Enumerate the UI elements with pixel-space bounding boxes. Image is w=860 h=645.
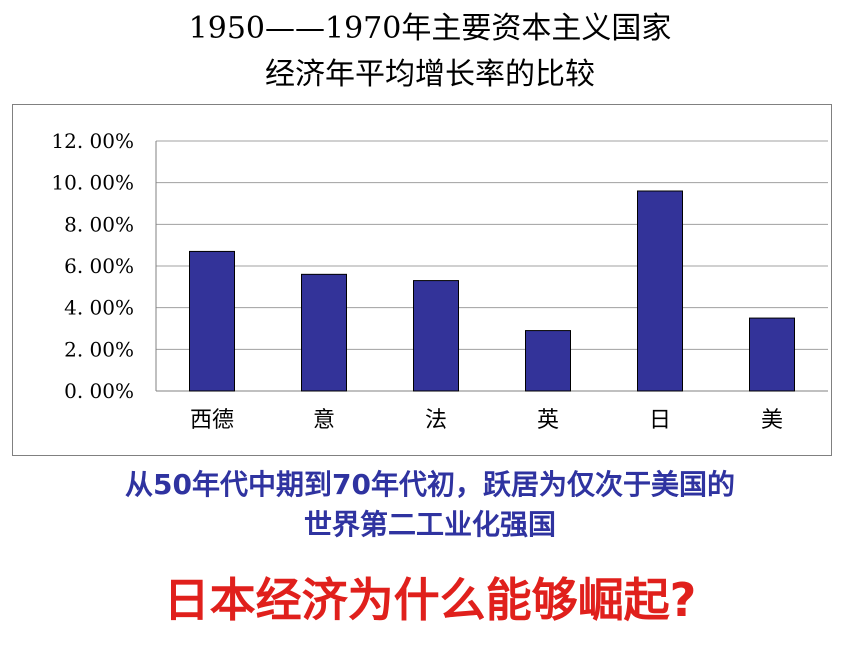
chart-title-line-1: 1950——1970年主要资本主义国家 xyxy=(188,11,672,46)
y-tick-label: 10. 00% xyxy=(51,171,134,195)
x-category-label: 英 xyxy=(537,408,559,433)
bar xyxy=(637,190,683,392)
x-category-label: 意 xyxy=(313,408,335,433)
chart-title-line-2: 经济年平均增长率的比较 xyxy=(265,57,595,92)
bar xyxy=(749,317,795,392)
y-tick-label: 2. 00% xyxy=(64,337,134,361)
bar xyxy=(525,330,571,392)
chart-frame: 0. 00% 2. 00% 4. 00% 6. 00% 8. 00% 10. 00% 12.… xyxy=(12,104,832,456)
y-tick-label: 6. 00% xyxy=(64,254,134,278)
subtitle-line-2: 世界第二工业化强国 xyxy=(303,508,556,541)
bar xyxy=(301,273,347,392)
y-tick-label: 0. 00% xyxy=(64,379,134,403)
bar-chart: 0. 00% 2. 00% 4. 00% 6. 00% 8. 00% 10. 00% 12.… xyxy=(51,129,828,433)
y-tick-label: 4. 00% xyxy=(64,296,134,320)
x-category-label: 日 xyxy=(649,408,671,433)
x-category-label: 美 xyxy=(761,408,783,433)
y-tick-label: 8. 00% xyxy=(64,212,134,236)
bar xyxy=(189,250,235,392)
x-category-label: 法 xyxy=(425,408,447,433)
bar xyxy=(413,280,459,392)
subtitle-line-1: 从50年代中期到70年代初，跃居为仅次于美国的 xyxy=(125,468,735,501)
question-text: 日本经济为什么能够崛起? xyxy=(163,573,697,627)
x-category-label: 西德 xyxy=(190,408,234,433)
y-tick-label: 12. 00% xyxy=(51,129,134,153)
